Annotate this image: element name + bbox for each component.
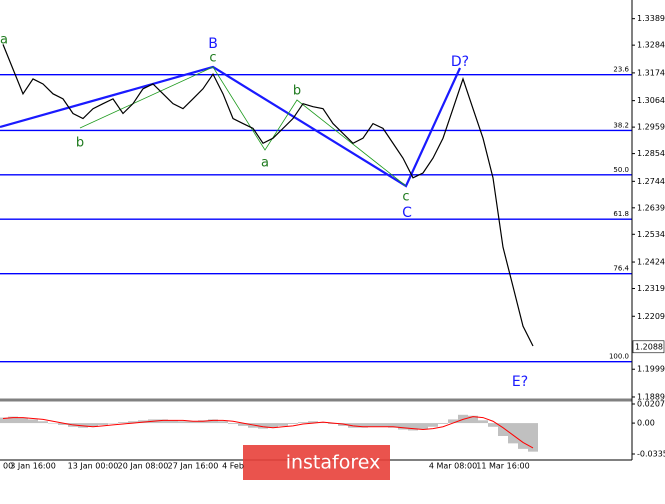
y-tick-label: 1.2534 [637, 230, 665, 239]
macd-bar [468, 415, 478, 424]
macd-bar [278, 423, 288, 426]
x-tick-label: 4 Feb [222, 462, 244, 471]
signal-line [2, 416, 534, 449]
y-tick-label: 1.1889 [637, 392, 665, 401]
y-tick-label: 1.1999 [637, 365, 665, 374]
y-tick-label: 1.2319 [637, 284, 665, 293]
wave-label: D? [451, 54, 469, 70]
macd-bar [308, 421, 318, 424]
wave-label: c [402, 190, 409, 205]
x-tick-label: 3 Jan 16:00 [10, 462, 56, 471]
y-tick-label: 1.2424 [637, 258, 665, 267]
y-tick-label: 1.2854 [637, 149, 665, 158]
macd-bar [388, 423, 398, 428]
fib-label: 100.0 [609, 353, 629, 361]
macd-bar [358, 423, 368, 428]
macd-bar [418, 423, 428, 430]
price-line [2, 44, 534, 347]
macd-bar [158, 419, 168, 424]
fib-label: 38.2 [613, 121, 629, 129]
wave-label: b [293, 84, 301, 99]
macd-bar [288, 423, 298, 425]
macd-bar [38, 421, 48, 424]
price-tag-box [632, 340, 665, 354]
y-tick-label: 1.2744 [637, 177, 665, 186]
macd-bar [0, 417, 8, 424]
macd-bar [298, 422, 308, 424]
fib-label: 61.8 [613, 210, 629, 218]
fib-label: 76.4 [613, 265, 629, 273]
macd-bar [408, 423, 418, 431]
macd-bar [448, 419, 458, 424]
macd-bar [518, 423, 528, 449]
x-tick-label: 13 Jan 00:00 [68, 462, 119, 471]
macd-bar [58, 423, 68, 425]
wave-label: E? [512, 374, 528, 390]
watermark: instaforex [286, 452, 381, 474]
macd-bar [428, 423, 438, 427]
price-tag: 1.2088 [635, 342, 663, 351]
x-tick-label: 11 Mar 16:00 [476, 462, 529, 471]
y2-tick-label: 0.00 [637, 419, 655, 428]
watermark-box [243, 445, 390, 480]
macd-bar [488, 423, 498, 427]
macd-bar [178, 421, 188, 424]
macd-bar [108, 423, 118, 424]
y2-tick-label: -0.03356 [637, 450, 665, 459]
subwave-line [79, 66, 407, 187]
wave-lines [0, 65, 462, 188]
macd-bar [188, 421, 198, 424]
macd-bar [258, 423, 268, 429]
x-tick-label: 4 Mar 08:00 [429, 462, 477, 471]
x-tick-label: 20 Jan 08:00 [118, 462, 169, 471]
macd-bar [498, 423, 508, 436]
macd-bar [88, 423, 98, 427]
macd-bar [238, 423, 248, 426]
macd-bar [508, 423, 518, 444]
y-tick-label: 1.3389 [637, 14, 665, 23]
macd-bar [28, 419, 38, 424]
macd-bar [478, 420, 488, 424]
wave-label: a [0, 33, 8, 48]
fib-label: 50.0 [613, 166, 629, 174]
wave-label: B [208, 36, 218, 52]
wave-label: a [261, 156, 269, 171]
y-tick-label: 1.3284 [637, 41, 665, 50]
macd-bar [208, 419, 218, 424]
y-tick-label: 1.3174 [637, 68, 665, 77]
macd-bar [48, 423, 58, 424]
x-tick-label: 27 Jan 16:00 [168, 462, 219, 471]
macd-bar [218, 421, 228, 424]
wave-label: C [402, 205, 412, 221]
x-tick-label: 00 [3, 462, 13, 471]
fib-label: 23.6 [613, 66, 629, 74]
macd-bar [128, 421, 138, 424]
macd-bar [438, 423, 448, 425]
macd-bar [8, 416, 18, 424]
macd-bar [228, 423, 238, 425]
y-tick-label: 1.2209 [637, 312, 665, 321]
macd-bar [398, 423, 408, 430]
y2-tick-label: 0.02073 [637, 400, 665, 409]
macd-bar [368, 423, 378, 427]
macd-bar [168, 420, 178, 424]
macd-bar [268, 423, 278, 428]
wave-line [0, 65, 462, 188]
wave-label: b [76, 136, 84, 151]
y-tick-label: 1.3064 [637, 96, 665, 105]
wave-label: c [209, 51, 216, 66]
macd-bar [378, 423, 388, 427]
y-tick-label: 1.2639 [637, 203, 665, 212]
y-tick-label: 1.2959 [637, 123, 665, 132]
macd-bar [98, 423, 108, 425]
macd-bar [18, 417, 28, 424]
macd-bar [528, 423, 538, 452]
macd-bar [118, 422, 128, 424]
